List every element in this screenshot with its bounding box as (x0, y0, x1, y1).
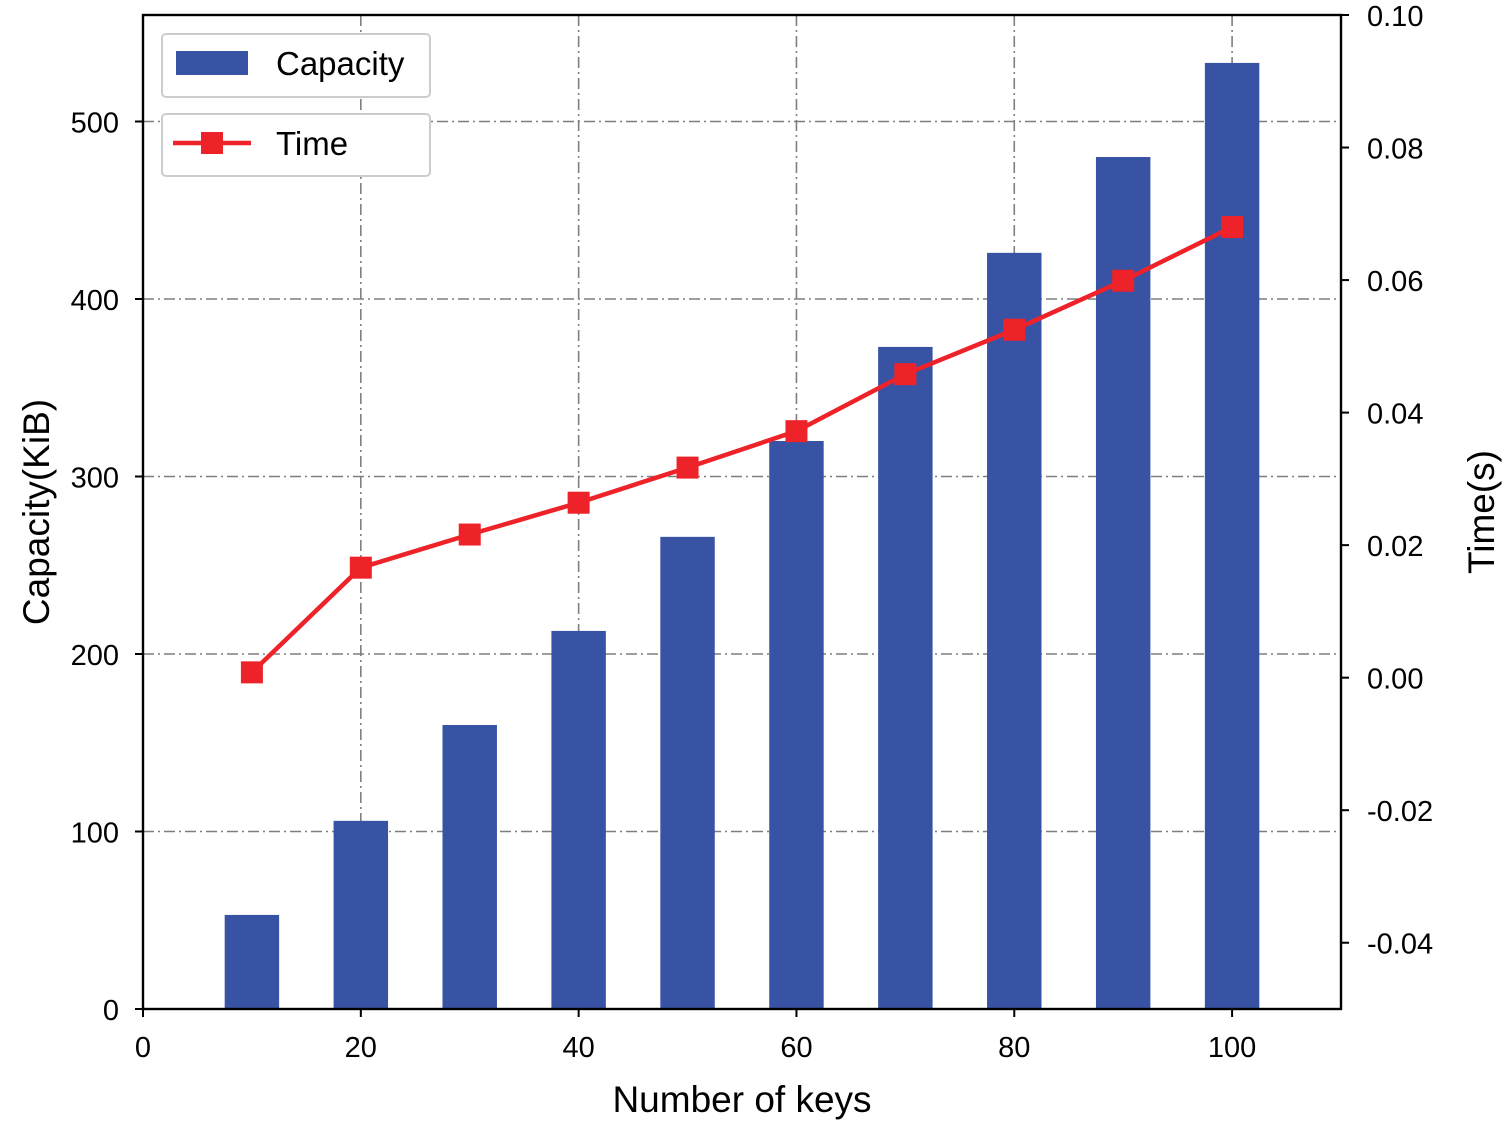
right-y-tick-label: 0.02 (1367, 531, 1423, 563)
x-tick-label: 40 (563, 1032, 595, 1064)
legend-box-time (161, 113, 431, 177)
time-marker (458, 523, 481, 546)
left-y-axis-label: Capacity(KiB) (16, 399, 57, 625)
time-marker (1003, 318, 1026, 341)
legend-capacity-swatch (176, 51, 248, 75)
capacity-bar (769, 441, 824, 1009)
right-y-tick-label: -0.02 (1367, 796, 1433, 828)
capacity-bar (224, 914, 280, 1009)
left-y-tick-label: 0 (103, 995, 119, 1027)
x-tick-label: 100 (1208, 1032, 1256, 1064)
capacity-bar (551, 630, 606, 1009)
left-y-tick-label: 500 (71, 108, 119, 140)
x-tick-label: 80 (998, 1032, 1030, 1064)
time-line-series (240, 216, 1244, 684)
left-y-tick-label: 400 (71, 285, 119, 317)
legend-box-capacity (161, 33, 431, 98)
capacity-bar (333, 820, 389, 1009)
left-y-tick-label: 100 (71, 818, 119, 850)
time-marker (349, 556, 372, 579)
x-axis-label: Number of keys (612, 1079, 871, 1120)
time-marker (1112, 269, 1135, 292)
right-y-tick-label: 0.00 (1367, 664, 1423, 696)
x-axis-ticks: 0 20 40 60 80 100 (135, 1009, 1256, 1064)
time-line (250, 225, 1234, 674)
capacity-bar (1095, 157, 1151, 1009)
right-y-tick-label: 0.08 (1367, 134, 1423, 166)
capacity-bars (224, 62, 1260, 1010)
left-y-axis-ticks: 0 100 200 300 400 500 (71, 108, 143, 1027)
capacity-bar (1204, 62, 1260, 1010)
left-y-tick-label: 300 (71, 463, 119, 495)
time-marker (240, 661, 263, 684)
capacity-bar (442, 725, 497, 1009)
right-y-tick-label: 0.04 (1367, 399, 1423, 431)
right-y-tick-label: -0.04 (1367, 929, 1433, 961)
left-y-tick-label: 200 (71, 640, 119, 672)
x-tick-label: 60 (780, 1032, 812, 1064)
time-marker (894, 363, 917, 386)
legend-time-label: Time (276, 125, 348, 162)
x-tick-label: 20 (345, 1032, 377, 1064)
time-marker (785, 420, 808, 443)
legend-capacity-label: Capacity (276, 45, 405, 82)
plot-frame (141, 13, 1343, 1011)
capacity-bar (878, 346, 933, 1009)
right-y-axis-label: Time(s) (1461, 450, 1502, 574)
x-tick-label: 0 (135, 1032, 151, 1064)
time-marker (1221, 216, 1244, 239)
time-marker (676, 456, 699, 479)
right-y-tick-label: 0.06 (1367, 266, 1423, 298)
time-marker (567, 491, 590, 514)
legend-time-marker (201, 132, 223, 154)
capacity-bar (987, 252, 1042, 1010)
right-y-axis-ticks: -0.04 -0.02 0.00 0.02 0.04 0.06 0.08 0.10 (1341, 1, 1433, 961)
legend: Capacity Time (161, 33, 431, 177)
right-y-tick-label: 0.10 (1367, 1, 1423, 33)
capacity-bar (660, 536, 715, 1009)
